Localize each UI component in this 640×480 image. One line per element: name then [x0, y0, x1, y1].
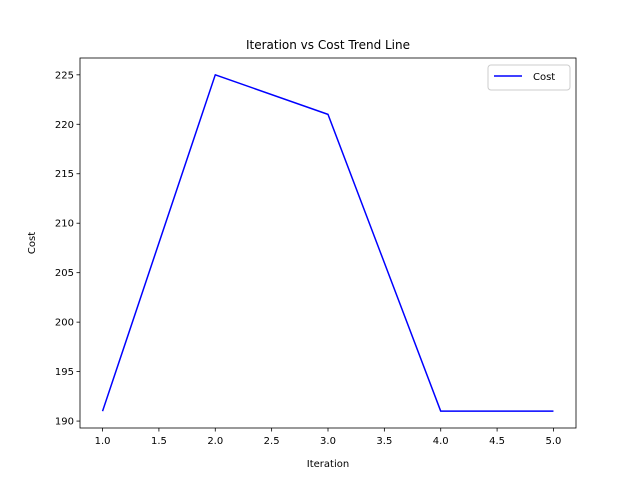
plot-frame: [79, 57, 577, 429]
x-tick-label: 4.5: [489, 436, 505, 447]
x-tick-label: 1.5: [151, 436, 167, 447]
y-tick-label: 205: [55, 268, 74, 279]
y-axis-title: Cost: [27, 232, 38, 254]
y-tick-label: 215: [55, 169, 74, 180]
legend-box: [487, 64, 571, 91]
plot-area: [80, 58, 576, 428]
series-layer: [101, 74, 554, 412]
x-tick-label: 1.0: [95, 436, 111, 447]
x-tick-label: 2.0: [207, 436, 223, 447]
chart-title: Iteration vs Cost Trend Line: [246, 38, 410, 52]
x-tick-label: 3.0: [320, 436, 336, 447]
x-axis: 1.0 1.5 2.0 2.5 3.0 3.5 4.0 4.5 5.0: [95, 428, 562, 447]
x-tick-label: 2.5: [264, 436, 280, 447]
y-axis: 190 195 200 205 210 215 220 225: [55, 70, 80, 428]
y-tick-label: 195: [55, 367, 74, 378]
x-tick-label: 5.0: [546, 436, 562, 447]
y-tick-label: 190: [55, 417, 74, 428]
x-tick-label: 3.5: [376, 436, 392, 447]
y-tick-label: 225: [55, 70, 74, 81]
y-tick-label: 210: [55, 219, 74, 230]
legend-label-cost: Cost: [533, 72, 555, 83]
legend: Cost: [487, 64, 571, 91]
y-tick-label: 200: [55, 318, 74, 329]
y-tick-label: 220: [55, 120, 74, 131]
x-axis-title: Iteration: [307, 459, 349, 470]
x-tick-label: 4.0: [433, 436, 449, 447]
